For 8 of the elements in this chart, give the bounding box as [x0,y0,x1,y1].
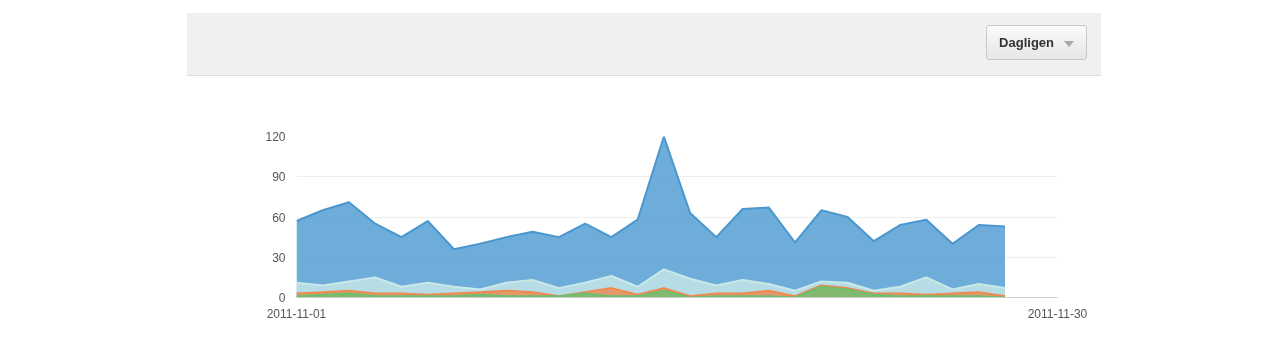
x-tick-label: 2011-11-30 [1027,306,1088,321]
x-tick-label: 2011-11-01 [266,306,327,321]
y-tick-label: 90 [272,170,286,185]
y-tick-label: 60 [272,210,286,225]
text: Dagligen [986,25,1087,60]
y-tick-label: 120 [265,130,286,144]
y-tick-label: 30 [272,250,286,265]
y-tick-label: 0 [278,291,286,305]
